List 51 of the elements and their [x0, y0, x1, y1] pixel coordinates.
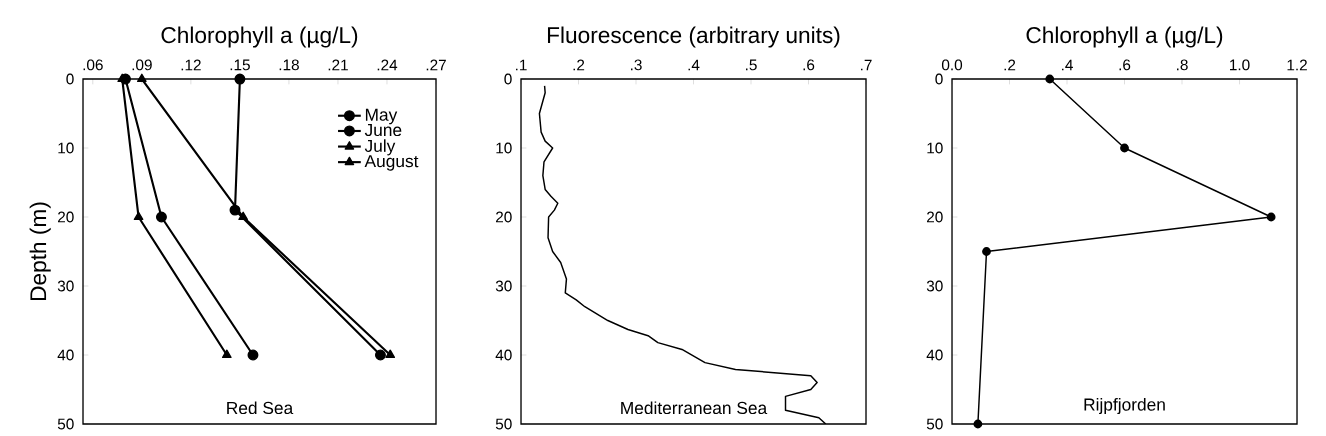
legend-label: July: [364, 139, 396, 156]
x-axis-title: Chlorophyll a (µg/L): [1026, 26, 1223, 48]
y-tick-label: 10: [496, 142, 512, 154]
y-tick-label: 40: [495, 349, 512, 361]
x-tick-label: .21: [328, 59, 348, 71]
x-tick-label: .8: [1177, 59, 1188, 71]
x-tick-label: 1.2: [1287, 59, 1307, 71]
y-tick-label: 20: [58, 211, 74, 223]
x-tick-label: .24: [377, 59, 398, 71]
x-tick-label: .12: [181, 59, 201, 71]
y-tick-label: 50: [57, 418, 74, 430]
x-tick-label: .6: [803, 59, 815, 71]
legend-label: August: [364, 155, 419, 171]
x-tick-label: .4: [1062, 59, 1073, 71]
x-tick-label: .7: [861, 59, 872, 71]
y-tick-label: 20: [496, 211, 512, 223]
x-tick-label: .18: [279, 59, 299, 71]
y-tick-label: 30: [57, 280, 74, 292]
y-tick-label: 30: [926, 280, 943, 292]
y-tick-label: 20: [927, 211, 943, 223]
x-tick-label: .09: [132, 59, 152, 71]
y-tick-label: 30: [495, 280, 512, 292]
x-tick-label: 1.0: [1230, 59, 1250, 71]
y-tick-label: 10: [58, 142, 74, 154]
y-tick-label: 10: [927, 142, 943, 154]
annotation: Mediterranean Sea: [621, 401, 768, 415]
x-tick-label: .2: [1004, 59, 1016, 71]
x-tick-label: .1: [516, 59, 527, 71]
x-tick-label: .5: [746, 59, 757, 71]
x-tick-label: .4: [688, 59, 700, 71]
x-tick-label: .15: [230, 59, 250, 71]
y-tick-label: 0: [935, 73, 943, 85]
annotation: Red Sea: [227, 401, 294, 415]
x-tick-label: .27: [426, 59, 446, 71]
x-tick-label: 0.0: [941, 59, 963, 71]
x-tick-label: .6: [1119, 59, 1131, 71]
y-tick-label: 40: [926, 349, 943, 361]
x-tick-label: .06: [83, 59, 103, 71]
x-tick-label: .2: [573, 59, 585, 71]
y-tick-label: 40: [57, 349, 74, 361]
y-axis-title: Depth (m): [29, 202, 51, 301]
y-tick-label: 0: [504, 73, 512, 85]
x-axis-title: Fluorescence (arbitrary units): [547, 26, 840, 48]
y-tick-label: 50: [495, 418, 512, 430]
legend-label: May: [365, 108, 398, 125]
y-tick-label: 50: [926, 418, 943, 430]
annotation: Rijpfjorden: [1084, 397, 1165, 415]
y-tick-label: 0: [66, 73, 74, 85]
legend-label: June: [364, 124, 402, 137]
x-tick-label: .3: [631, 59, 642, 71]
x-axis-title: Chlorophyll a (µg/L): [161, 26, 358, 48]
